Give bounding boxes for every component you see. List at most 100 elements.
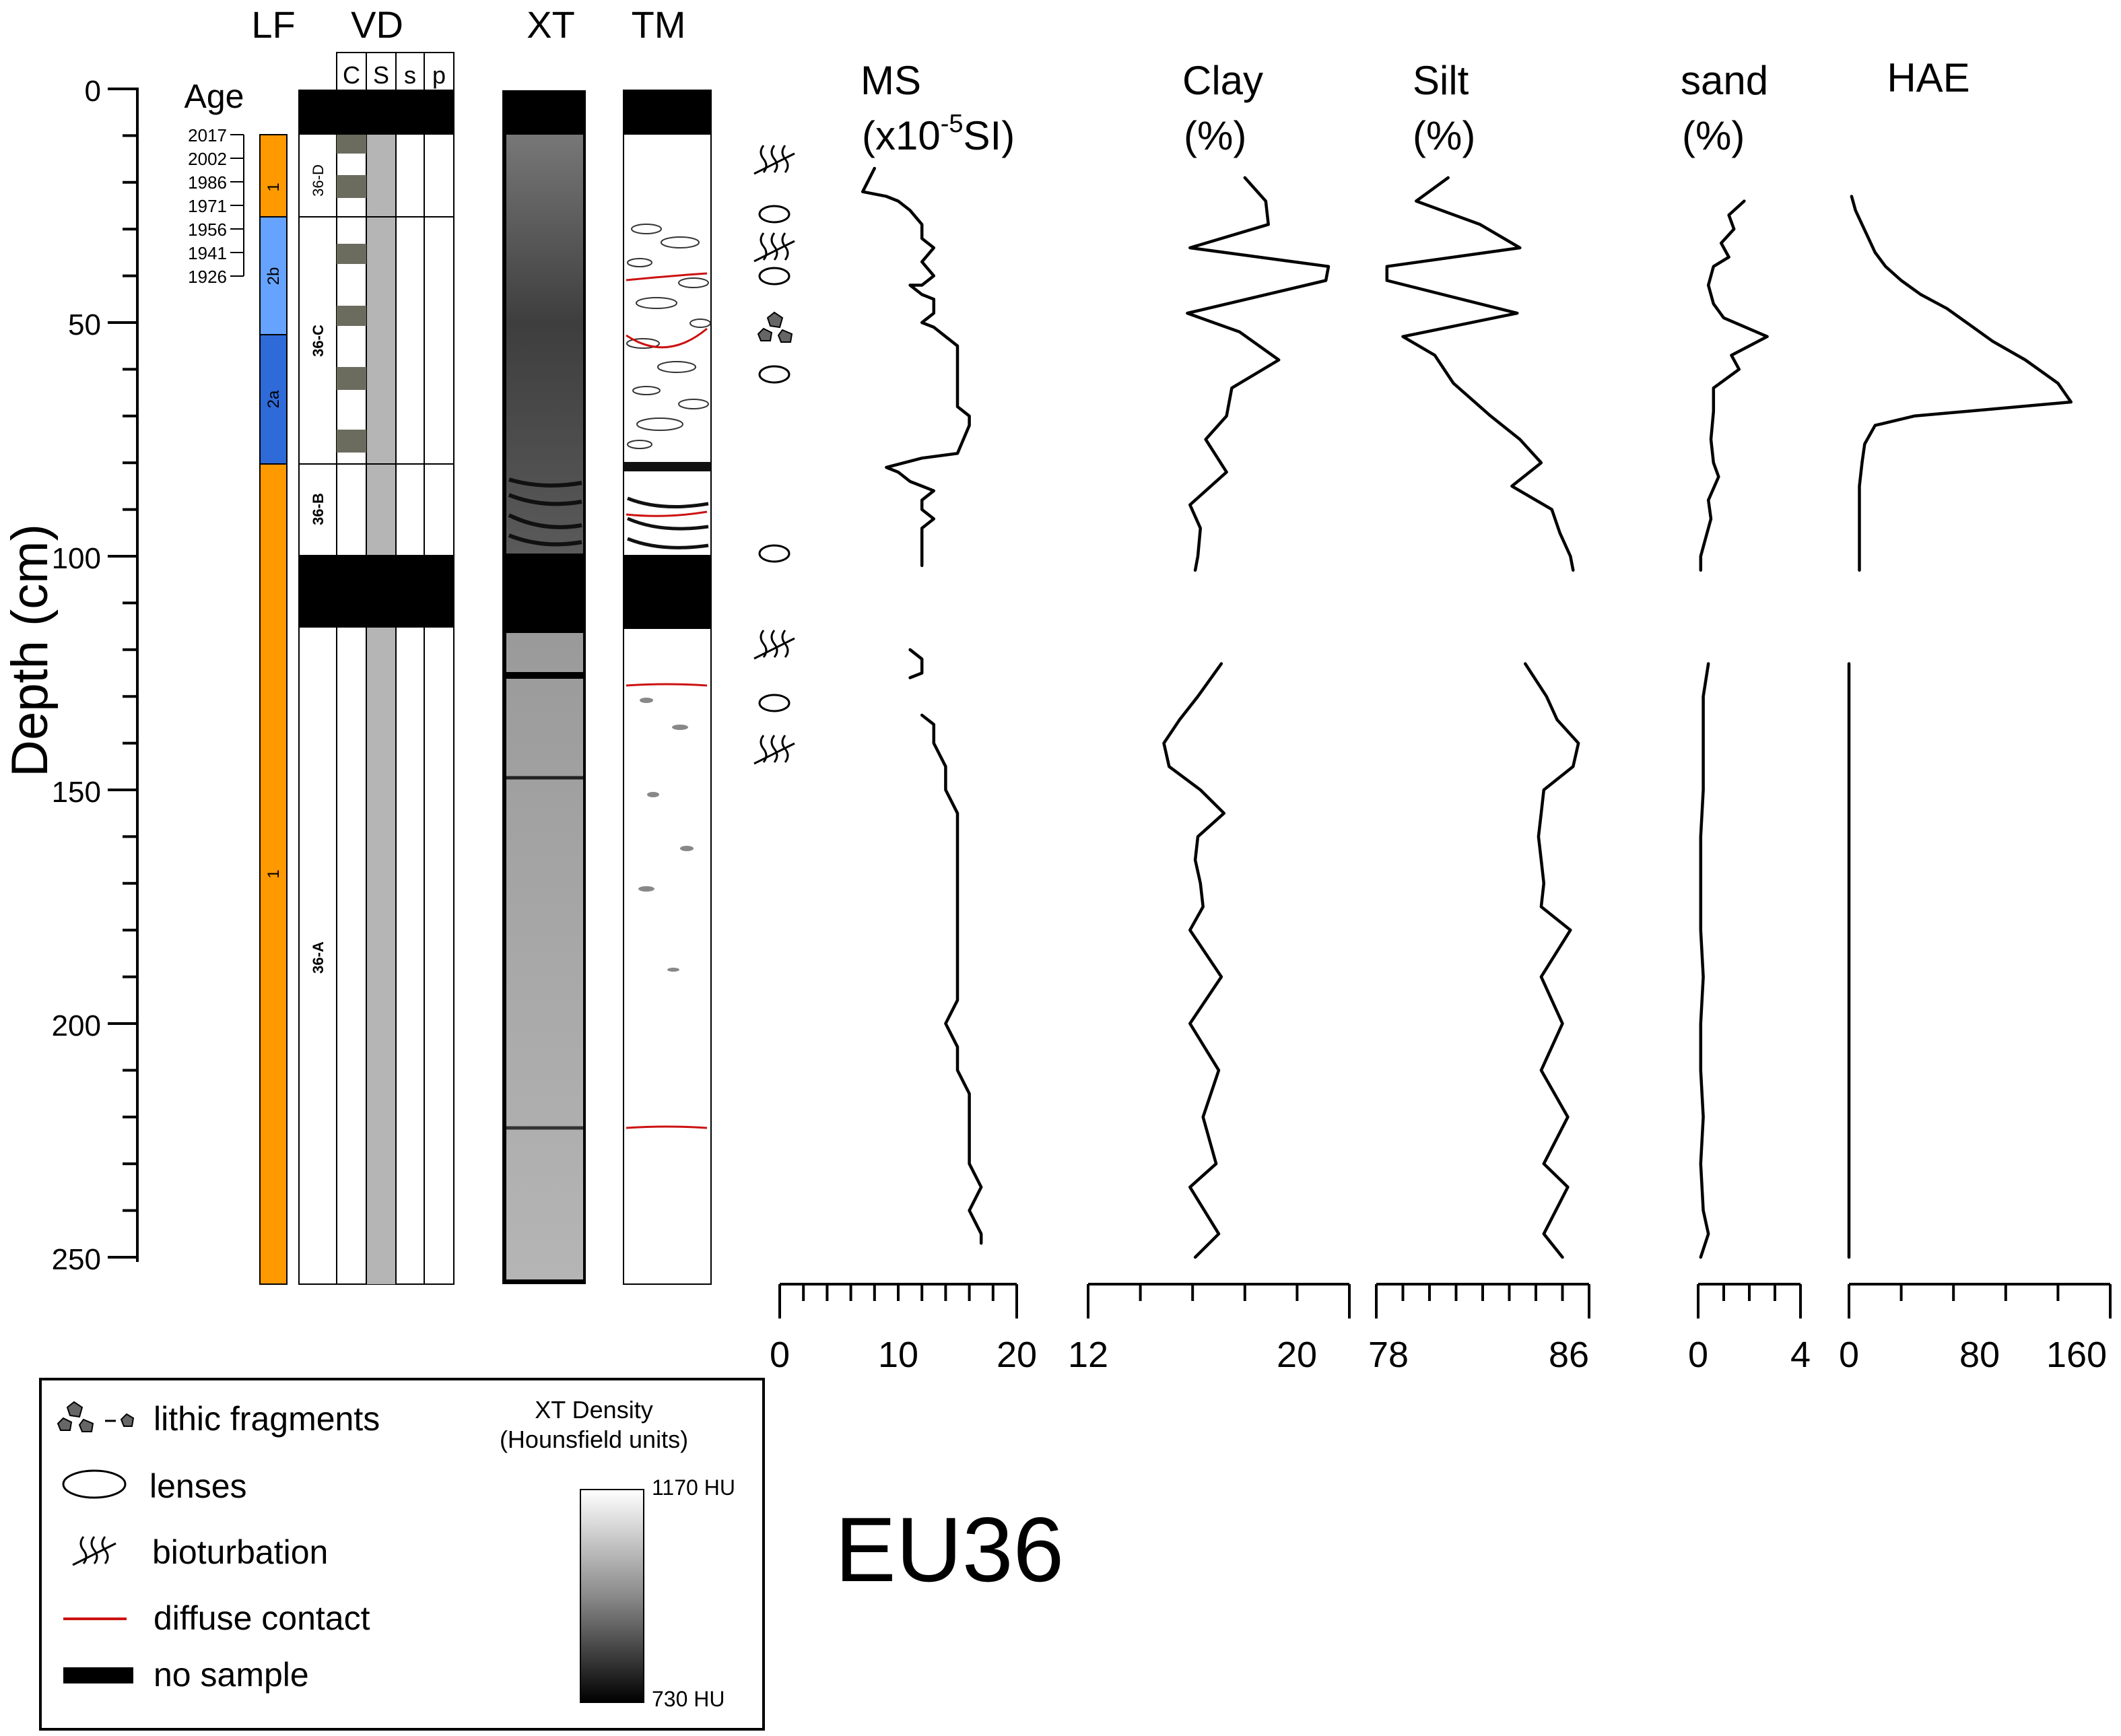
silt-tick-78: 78	[1368, 1335, 1409, 1375]
hae-tick-80: 80	[1959, 1335, 2000, 1375]
lenses-icon	[758, 205, 790, 224]
vd-unit-36c: 36-C	[310, 325, 327, 357]
feature-symbols	[753, 145, 795, 765]
hae-title: HAE	[1887, 55, 1970, 100]
depth-tick-100: 100	[52, 542, 101, 575]
age-year-1971: 1971	[188, 196, 227, 216]
xt-column: XT	[502, 3, 586, 1284]
sand-unit: (%)	[1682, 113, 1745, 158]
vd-title: VD	[351, 3, 403, 46]
legend-nosample-icon	[63, 1667, 133, 1683]
sand-tick-4: 4	[1790, 1335, 1811, 1375]
sand-curve	[1699, 199, 1769, 1259]
ms-tick-0: 0	[770, 1335, 790, 1375]
figure-label: EU36	[835, 1498, 1064, 1601]
sand-tick-0: 0	[1688, 1335, 1708, 1375]
silt-unit: (%)	[1413, 113, 1475, 158]
sand-series-line	[1699, 199, 1769, 572]
depth-ticks	[108, 88, 137, 1259]
silt-series-line	[1385, 176, 1575, 572]
clay-title: Clay	[1182, 58, 1263, 103]
panel-clay: Clay (%) 12 20	[1068, 58, 1351, 1375]
clay-curve	[1162, 176, 1331, 1259]
bioturbation-icon	[753, 630, 795, 660]
lf-unit-1-top	[259, 134, 288, 218]
svg-text:(x10-5SI): (x10-5SI)	[862, 110, 1015, 158]
age-year-2002: 2002	[188, 149, 227, 169]
ms-axis	[778, 1283, 1018, 1318]
vd-no-sample-top	[299, 90, 454, 135]
legend-nosample-label: no sample	[154, 1656, 309, 1694]
legend-bioturbation-icon	[72, 1536, 116, 1566]
hae-axis	[1848, 1283, 2112, 1318]
legend-lenses-label: lenses	[149, 1467, 247, 1505]
hae-series-line	[1850, 195, 2073, 572]
sand-title: sand	[1681, 58, 1768, 103]
age-year-1941: 1941	[188, 243, 227, 263]
lithic-fragments-icon	[757, 311, 793, 343]
depth-axis: Depth (cm) 0 50 100 150 200 250	[1, 75, 139, 1276]
lenses-icon	[758, 267, 790, 286]
clay-axis	[1087, 1283, 1351, 1318]
depth-tick-200: 200	[52, 1009, 101, 1042]
xt-core-upper	[506, 135, 583, 554]
bioturbation-icon	[753, 145, 795, 175]
vd-unit-36a: 36-A	[310, 941, 327, 974]
lf-title: LF	[251, 3, 295, 46]
vd-unit-36b: 36-B	[310, 493, 327, 525]
legend-lithic-icon	[57, 1401, 135, 1432]
silt-tick-86: 86	[1549, 1335, 1589, 1375]
age-year-1986: 1986	[188, 172, 227, 193]
lf-label-2b: 2b	[265, 267, 283, 286]
depth-tick-50: 50	[68, 308, 101, 341]
xt-core-lower	[506, 633, 583, 1279]
clay-tick-12: 12	[1068, 1335, 1108, 1375]
vd-subcol-c: C	[343, 61, 360, 89]
legend: lithic fragments lenses bioturbation dif…	[39, 1378, 765, 1731]
depth-tick-250: 250	[52, 1243, 101, 1276]
ms-title-exponent: -5	[941, 110, 964, 138]
sand-axis	[1697, 1283, 1802, 1318]
ms-series-line	[861, 166, 971, 568]
hae-tick-160: 160	[2046, 1335, 2107, 1375]
ms-tick-10: 10	[878, 1335, 918, 1375]
depth-axis-label: Depth (cm)	[1, 524, 59, 777]
bioturbation-icon	[753, 232, 795, 263]
ms-title: MS	[861, 58, 921, 103]
lf-unit-1-bottom	[259, 463, 288, 1285]
hae-curve	[1847, 195, 2073, 1259]
ms-series-line	[908, 648, 924, 679]
silt-title: Silt	[1413, 58, 1469, 103]
age-year-1926: 1926	[188, 267, 227, 287]
legend-bioturbation-label: bioturbation	[152, 1533, 328, 1571]
legend-xt-title: XT Density	[535, 1396, 652, 1424]
vd-no-sample-mid	[299, 555, 454, 628]
legend-diffuse-label: diffuse contact	[154, 1599, 370, 1637]
ms-title-unit: SI)	[964, 113, 1015, 158]
lf-label-1b: 1	[265, 869, 283, 878]
panel-ms: MS (x10-5SI) 0 10 20	[770, 58, 1037, 1375]
age-year-2017: 2017	[188, 125, 227, 145]
silt-axis	[1375, 1283, 1590, 1318]
vd-subcol-s-lower: s	[404, 61, 416, 89]
panel-silt: Silt (%) 78 86	[1368, 58, 1590, 1375]
legend-lenses-icon	[62, 1469, 127, 1499]
legend-lithic-label: lithic fragments	[154, 1400, 380, 1438]
age-label: Age	[184, 77, 244, 115]
age-scale: Age 2017 2002 1986 1971 1956 1941 1926	[184, 77, 244, 287]
depth-tick-0: 0	[85, 75, 101, 108]
tm-diffuse-contacts	[626, 272, 708, 1129]
age-year-1956: 1956	[188, 220, 227, 240]
vd-unit-36d: 36-D	[310, 164, 327, 197]
lenses-icon	[758, 365, 790, 384]
panel-sand: sand (%) 0 4	[1681, 58, 1811, 1375]
depth-tick-150: 150	[52, 776, 101, 809]
legend-xt-max: 1170 HU	[652, 1475, 735, 1500]
lf-label-2a: 2a	[265, 390, 283, 408]
clay-series-line	[1186, 176, 1331, 572]
vd-subcol-s-upper: S	[373, 61, 389, 89]
vd-subcol-p: p	[432, 61, 446, 89]
vd-sand-band	[366, 135, 396, 1284]
bioturbation-icon	[753, 735, 795, 765]
